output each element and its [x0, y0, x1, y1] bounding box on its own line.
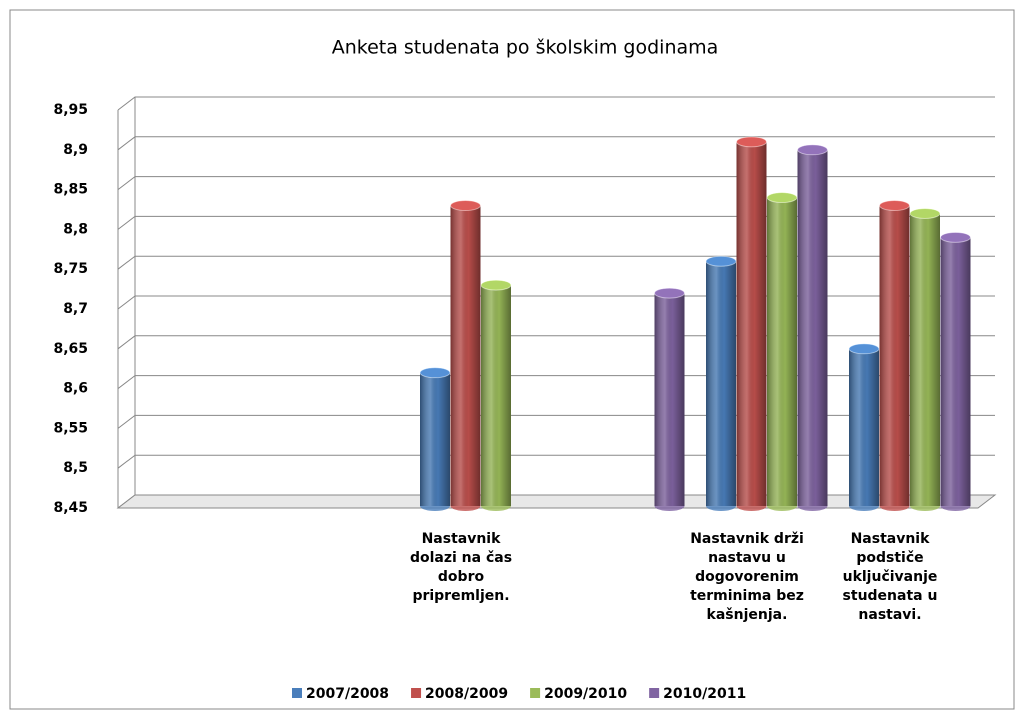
bar-shade — [767, 197, 797, 506]
y-tick-label: 8,45 — [53, 500, 88, 516]
bar-shade — [940, 237, 971, 507]
bar-shade — [420, 372, 450, 506]
bar-top — [419, 367, 451, 379]
bar-top — [480, 279, 512, 291]
legend-swatch — [411, 688, 422, 698]
bar-top — [736, 136, 767, 148]
y-tick-label: 8,75 — [53, 261, 88, 277]
bar-shade — [910, 213, 940, 507]
bar-shade — [654, 293, 685, 506]
chart-title: Anketa studenata po školskim godinama — [332, 37, 719, 59]
x-tick-label: Nastavnik drži nastavu u dogovorenim ter… — [690, 531, 804, 623]
bar-top — [940, 231, 971, 243]
bar-top — [654, 287, 685, 299]
y-tick-label: 8,6 — [63, 381, 88, 397]
x-tick-label: Nastavnik podstiče uključivanje studenat… — [842, 531, 938, 623]
legend-swatch — [649, 688, 660, 698]
legend-label: 2008/2009 — [425, 686, 508, 702]
bar-shade — [849, 348, 879, 506]
bar-top — [879, 200, 910, 212]
x-tick-label-box: Nastavnik podstiče uključivanje studenat… — [842, 531, 938, 623]
y-tick-label: 8,95 — [53, 102, 88, 118]
y-tick-label: 8,85 — [53, 182, 88, 198]
y-tick-label: 8,55 — [53, 420, 88, 436]
x-tick-label-box: Nastavnik drži nastavu u dogovorenim ter… — [690, 531, 804, 623]
bar-top — [450, 200, 481, 212]
bar-shade — [450, 205, 481, 506]
x-tick-label-box: Nastavnik dolazi na čas dobro pripremlje… — [409, 531, 513, 604]
bar-top — [797, 144, 828, 156]
y-tick-label: 8,65 — [53, 341, 88, 357]
chart-frame — [9, 9, 1015, 710]
legend-swatch — [292, 688, 302, 698]
bar-shade — [879, 205, 910, 506]
bar-top — [705, 255, 737, 267]
y-tick-label: 8,9 — [63, 142, 88, 158]
x-tick-label: Nastavnik dolazi na čas dobro pripremlje… — [409, 531, 513, 604]
bar-top — [766, 192, 798, 204]
bar-shade — [706, 261, 736, 506]
bar-shade — [797, 149, 828, 507]
legend-label: 2007/2008 — [306, 686, 389, 702]
legend-label: 2010/2011 — [663, 686, 746, 702]
y-tick-label: 8,7 — [63, 301, 88, 317]
bar-shade — [481, 285, 511, 506]
y-tick-label: 8,5 — [63, 460, 88, 476]
bar-top — [909, 207, 941, 219]
legend-label: 2009/2010 — [544, 686, 627, 702]
bar-top — [848, 343, 880, 355]
bar-shade — [736, 141, 767, 506]
y-tick-label: 8,8 — [63, 221, 88, 237]
legend-swatch — [530, 688, 541, 698]
